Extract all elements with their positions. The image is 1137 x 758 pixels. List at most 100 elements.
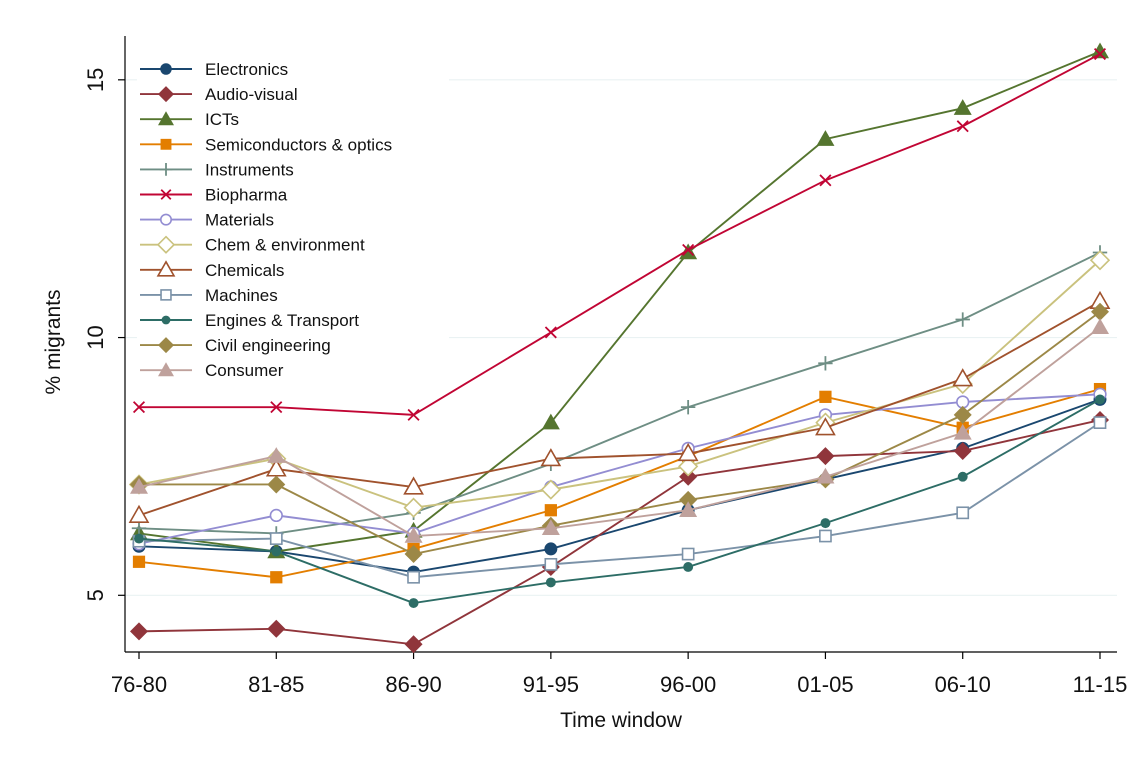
data-point xyxy=(683,561,694,572)
data-point xyxy=(403,497,424,518)
data-point xyxy=(819,390,832,403)
data-point xyxy=(271,546,282,557)
x-axis-title: Time window xyxy=(560,709,683,732)
x-tick-label: 96-00 xyxy=(660,672,716,697)
data-point xyxy=(544,504,557,517)
data-point xyxy=(1091,302,1109,321)
legend-item: Materials xyxy=(140,211,274,230)
data-point xyxy=(678,456,699,477)
y-tick-label: 15 xyxy=(83,68,108,92)
data-point xyxy=(816,447,835,466)
legend-item: ICTs xyxy=(140,110,239,129)
x-tick-label: 11-15 xyxy=(1073,672,1128,697)
data-point xyxy=(820,518,831,529)
data-point xyxy=(679,490,698,509)
data-point xyxy=(156,260,176,277)
data-point xyxy=(160,63,172,75)
data-point xyxy=(679,467,698,486)
legend-item: Audio-visual xyxy=(140,85,298,104)
data-point xyxy=(682,243,695,256)
data-point xyxy=(815,417,836,436)
legend-item: Biopharma xyxy=(140,186,288,205)
data-point xyxy=(544,557,558,571)
data-point xyxy=(408,598,419,608)
data-point xyxy=(680,399,696,415)
series-line xyxy=(138,326,1101,537)
data-point xyxy=(1093,416,1107,429)
data-point xyxy=(407,408,420,421)
data-point xyxy=(159,163,173,176)
data-point xyxy=(269,508,283,523)
data-point xyxy=(404,527,423,543)
data-point xyxy=(819,529,832,543)
data-point xyxy=(160,138,172,150)
legend-item: Instruments xyxy=(140,160,294,179)
data-point xyxy=(161,315,171,325)
x-tick-label: 76-80 xyxy=(111,672,167,697)
data-point xyxy=(158,337,174,354)
data-point xyxy=(953,441,972,460)
data-point xyxy=(270,401,283,414)
series-line xyxy=(138,398,1101,605)
data-point xyxy=(270,571,283,584)
data-point xyxy=(541,519,560,536)
y-axis-title: % migrants xyxy=(42,289,65,394)
data-point xyxy=(541,413,560,430)
axes: 5 10 15 76-80 81-85 86-90 91-95 96-00 01-05 06-10… xyxy=(83,36,1127,697)
series-line xyxy=(138,259,1101,509)
data-point xyxy=(677,442,699,462)
legend-label: Electronics xyxy=(205,60,288,79)
data-point xyxy=(132,555,146,568)
data-point xyxy=(132,401,146,414)
legend-label: Instruments xyxy=(205,160,294,179)
data-point xyxy=(681,547,695,561)
data-point xyxy=(1089,250,1111,271)
data-point xyxy=(679,501,698,517)
data-point xyxy=(956,506,970,520)
legend-item: Engines & Transport xyxy=(140,311,359,330)
legend-label: Engines & Transport xyxy=(205,311,359,330)
legend-label: Chem & environment xyxy=(205,236,365,255)
data-point xyxy=(160,289,172,301)
legend-item: Machines xyxy=(140,286,278,305)
data-point xyxy=(130,622,148,641)
data-point xyxy=(818,356,833,371)
data-point xyxy=(130,478,148,494)
series-line xyxy=(138,419,1101,646)
data-point xyxy=(953,423,972,440)
data-point xyxy=(160,213,173,226)
data-point xyxy=(407,570,420,584)
series-line xyxy=(138,388,1101,579)
legend-item: Chem & environment xyxy=(140,235,365,255)
series-consumer xyxy=(130,318,1109,543)
series-biopharma xyxy=(132,48,1107,421)
x-tick-label: 91-95 xyxy=(523,672,579,697)
data-point xyxy=(1095,394,1105,405)
legend-label: Machines xyxy=(205,286,278,305)
y-tick-label: 5 xyxy=(83,589,108,601)
data-point xyxy=(540,448,562,467)
series-line xyxy=(138,421,1101,579)
data-point xyxy=(1093,48,1107,61)
series-line xyxy=(138,300,1101,517)
data-point xyxy=(544,326,557,339)
data-point xyxy=(269,532,283,545)
legend-item: Consumer xyxy=(140,361,284,380)
series-lines xyxy=(128,42,1111,654)
data-point xyxy=(158,86,174,103)
data-point xyxy=(955,312,970,327)
data-point xyxy=(540,479,561,500)
data-point xyxy=(267,447,286,463)
data-point xyxy=(403,476,424,495)
data-point xyxy=(404,545,423,564)
data-point xyxy=(953,99,972,115)
data-point xyxy=(953,405,972,424)
legend-item: Semiconductors & optics xyxy=(140,135,392,154)
series-line xyxy=(138,50,1101,553)
data-point xyxy=(819,174,832,187)
data-point xyxy=(128,504,150,523)
x-tick-label: 01-05 xyxy=(797,672,853,697)
data-point xyxy=(158,362,174,377)
data-point xyxy=(816,130,835,146)
